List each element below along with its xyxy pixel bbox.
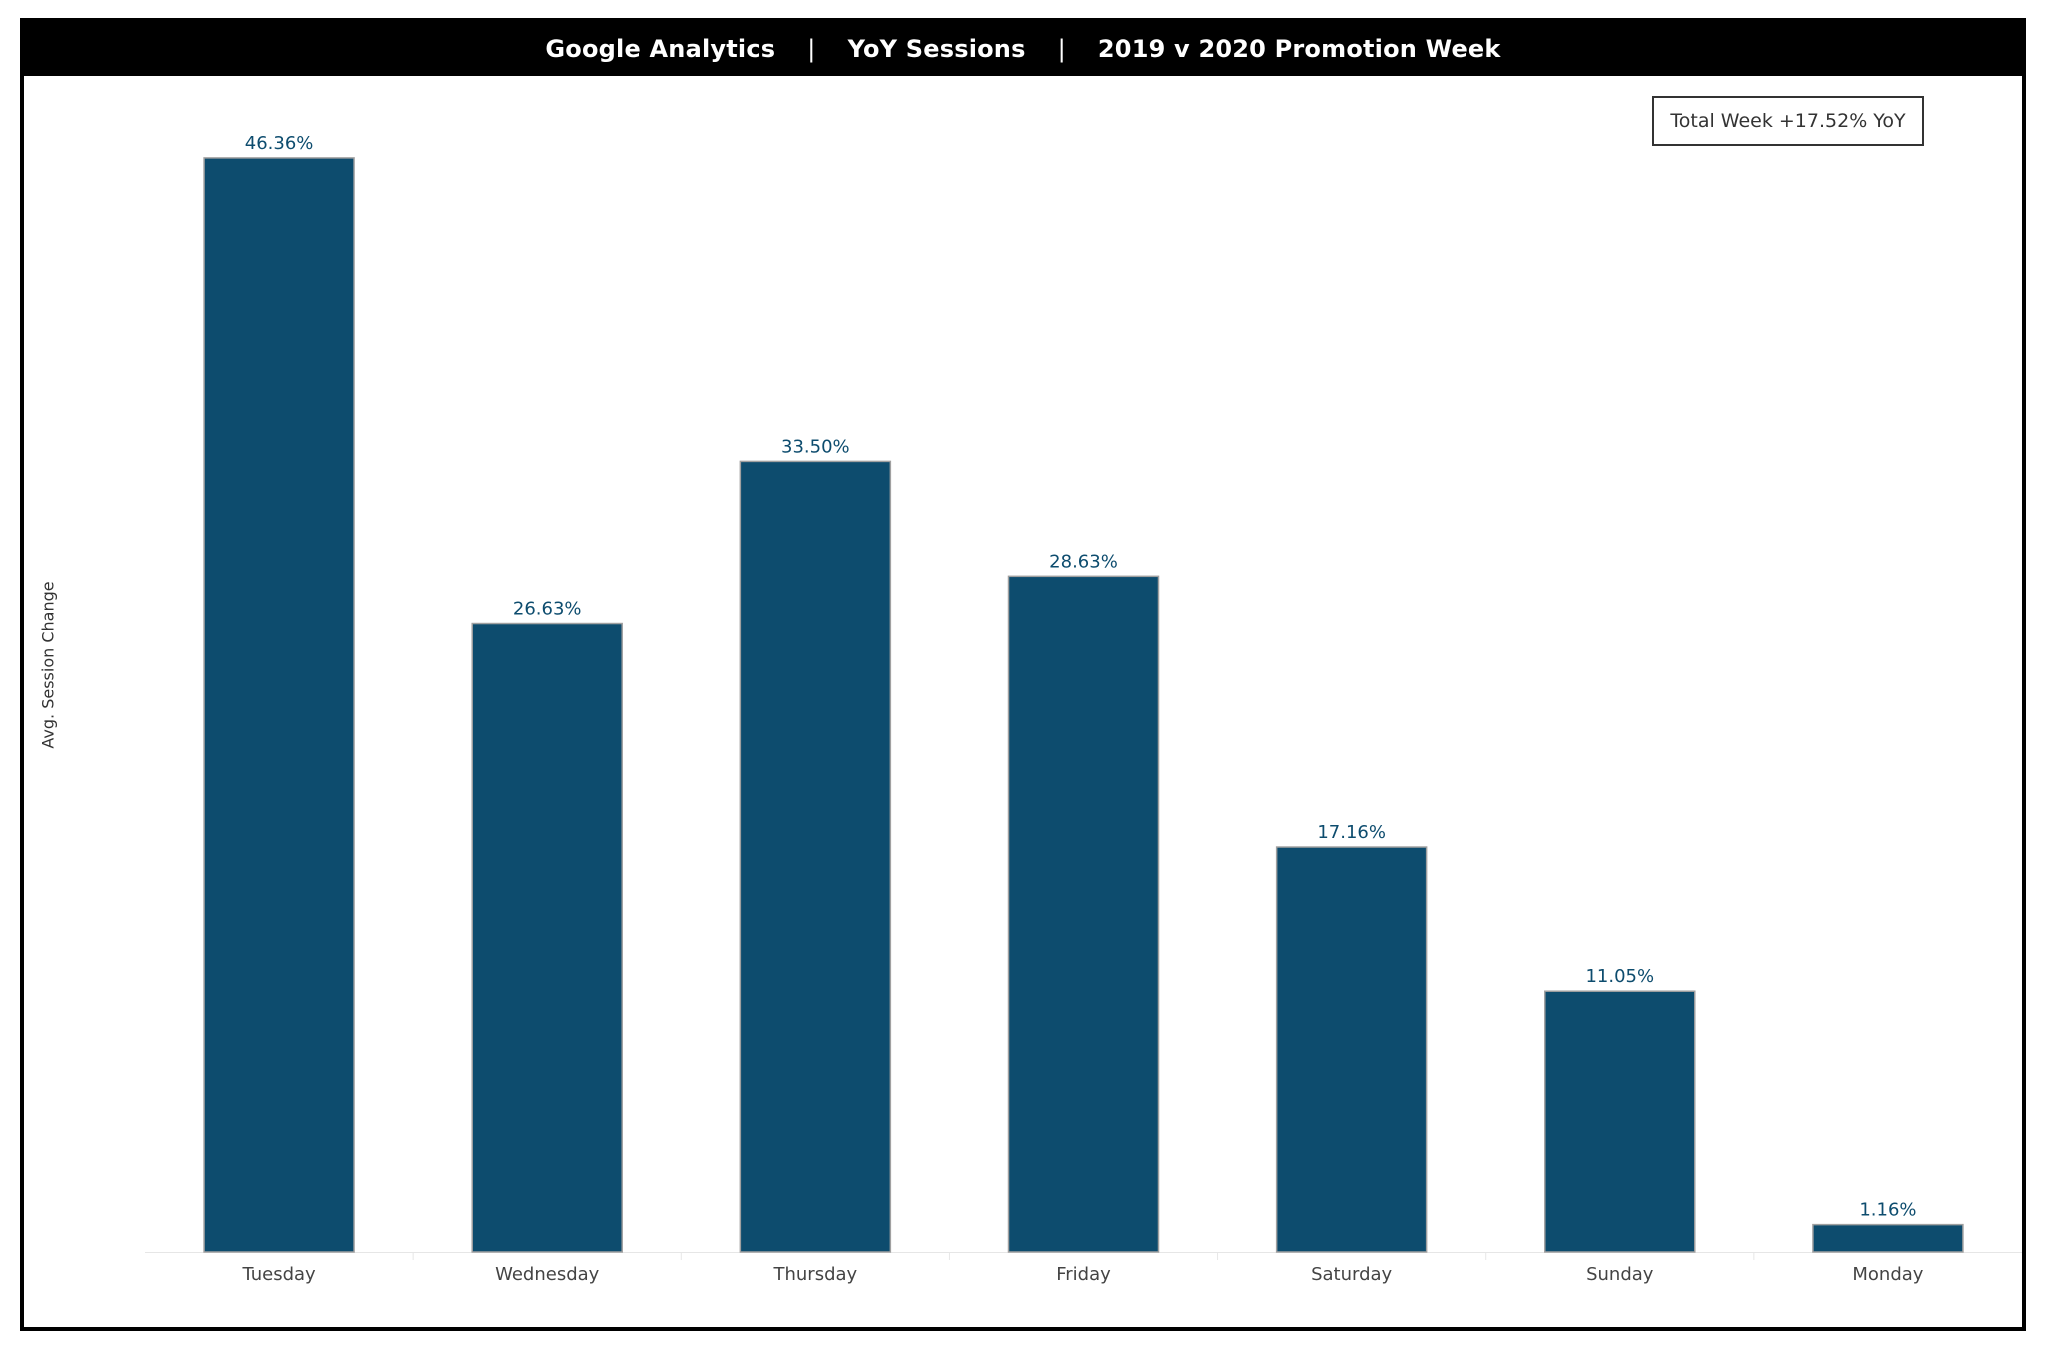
data-label-friday: 28.63% [1049, 551, 1118, 572]
x-tick-label-friday: Friday [1056, 1264, 1111, 1285]
x-tick-label-thursday: Thursday [773, 1264, 858, 1285]
data-label-wednesday: 26.63% [513, 599, 582, 620]
bar-wednesday[interactable] [471, 622, 623, 1253]
chart-title-bar: Google Analytics | YoY Sessions | 2019 v… [24, 22, 2022, 76]
data-label-sunday: 11.05% [1585, 966, 1654, 987]
data-label-monday: 1.16% [1859, 1200, 1916, 1221]
bar-monday[interactable] [1812, 1223, 1964, 1253]
x-tick-label-sunday: Sunday [1586, 1264, 1654, 1285]
bar-friday[interactable] [1007, 575, 1160, 1253]
data-label-tuesday: 46.36% [245, 133, 314, 154]
bar-saturday[interactable] [1275, 846, 1428, 1253]
title-separator: | [807, 35, 816, 63]
title-metric: YoY Sessions [847, 35, 1026, 63]
x-tick-label-monday: Monday [1852, 1264, 1923, 1285]
data-label-thursday: 33.50% [781, 436, 850, 457]
title-separator: | [1057, 35, 1066, 63]
bar-sunday[interactable] [1544, 990, 1696, 1253]
total-week-annotation: Total Week +17.52% YoY [1652, 96, 1924, 146]
title-source: Google Analytics [545, 35, 776, 63]
title-period: 2019 v 2020 Promotion Week [1097, 35, 1501, 63]
x-tick-label-saturday: Saturday [1311, 1264, 1392, 1285]
bar-tuesday[interactable] [203, 157, 355, 1253]
data-label-saturday: 17.16% [1317, 822, 1386, 843]
bar-thursday[interactable] [739, 460, 892, 1253]
x-tick-label-tuesday: Tuesday [241, 1264, 316, 1285]
x-tick-label-wednesday: Wednesday [495, 1264, 600, 1285]
